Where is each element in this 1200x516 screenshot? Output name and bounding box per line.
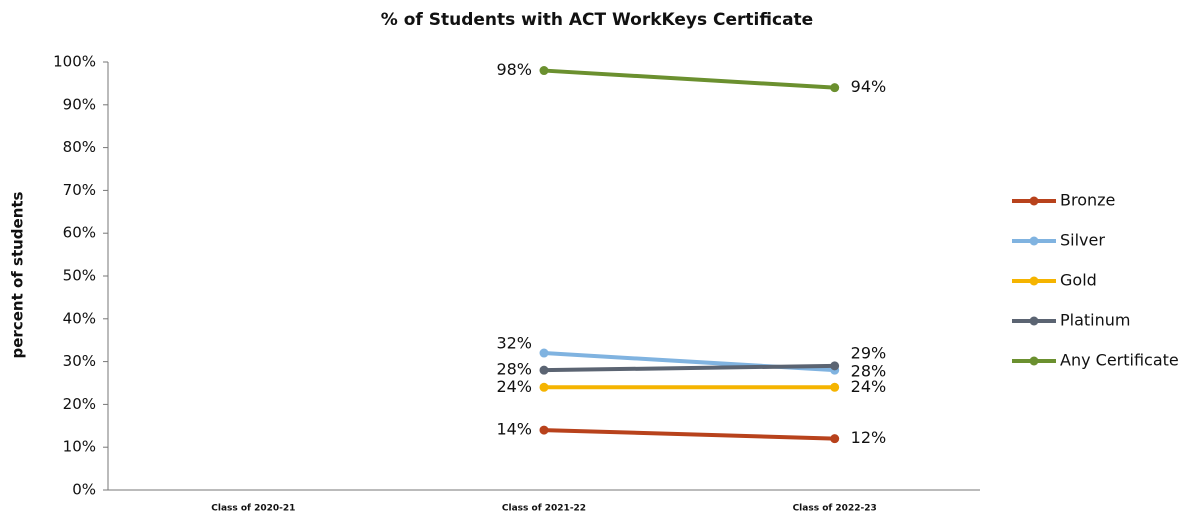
data-label: 14% (496, 420, 532, 439)
data-point (539, 382, 549, 392)
data-point (830, 361, 840, 371)
y-tick-label: 100% (53, 53, 96, 71)
y-axis-label: percent of students (9, 191, 27, 358)
legend-label: Silver (1060, 231, 1105, 250)
y-tick-label: 0% (72, 481, 96, 499)
y-tick-label: 40% (63, 309, 96, 327)
x-tick-label: Class of 2021-22 (502, 504, 586, 514)
y-tick-label: 20% (63, 395, 96, 413)
data-point (830, 434, 840, 444)
data-label: 28% (496, 360, 532, 379)
chart-title: % of Students with ACT WorkKeys Certific… (381, 10, 813, 30)
y-tick-label: 80% (63, 138, 96, 156)
data-label: 98% (496, 60, 532, 79)
y-tick-label: 50% (63, 267, 96, 285)
data-point (539, 365, 549, 375)
data-point (830, 382, 840, 392)
data-label: 29% (851, 343, 887, 362)
y-tick-label: 60% (63, 224, 96, 242)
data-point (539, 66, 549, 76)
y-tick-label: 10% (63, 438, 96, 456)
y-tick-label: 30% (63, 352, 96, 370)
data-label: 28% (851, 362, 887, 381)
data-label: 24% (851, 377, 887, 396)
data-label: 32% (496, 334, 532, 353)
y-tick-label: 70% (63, 181, 96, 199)
series-line (543, 363, 835, 373)
data-label: 94% (851, 77, 887, 96)
legend-label: Gold (1060, 271, 1097, 290)
x-tick-label: Class of 2020-21 (211, 504, 295, 514)
legend-label: Any Certificate (1060, 351, 1179, 370)
legend-marker (1029, 316, 1039, 326)
x-tick-label: Class of 2022-23 (793, 504, 877, 514)
legend-marker (1029, 356, 1039, 366)
series-line (543, 428, 835, 441)
data-point (539, 348, 549, 358)
legend-label: Platinum (1060, 311, 1130, 330)
legend-marker (1029, 196, 1039, 206)
legend-marker (1029, 236, 1039, 246)
y-tick-label: 90% (63, 95, 96, 113)
legend-marker (1029, 276, 1039, 286)
data-point (830, 83, 840, 93)
legend-label: Bronze (1060, 191, 1115, 210)
data-label: 12% (851, 428, 887, 447)
series-line (543, 68, 835, 90)
data-label: 24% (496, 377, 532, 396)
data-point (539, 425, 549, 435)
